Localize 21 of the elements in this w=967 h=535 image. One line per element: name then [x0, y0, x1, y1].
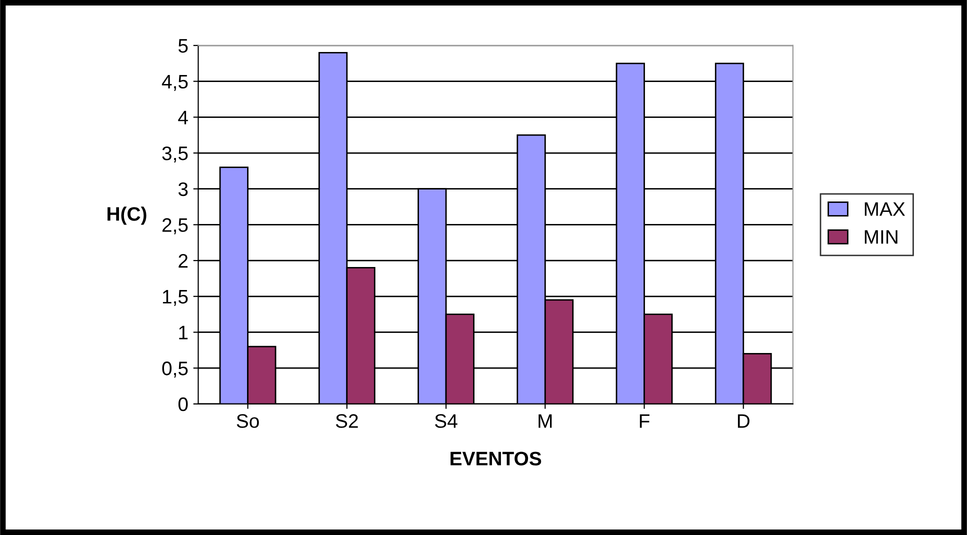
y-tick-label: 3 — [178, 182, 188, 196]
y-tick-label: 4,5 — [162, 74, 188, 91]
y-tick-label: 0 — [178, 397, 188, 412]
x-tick-label: M — [538, 414, 552, 428]
legend-label: MAX — [864, 202, 906, 216]
legend-label: MIN — [864, 230, 898, 244]
y-tick-label: 4 — [178, 110, 188, 124]
x-axis-title: EVENTOS — [450, 452, 542, 466]
x-tick-label: S2 — [336, 414, 358, 428]
y-tick-label: 0,5 — [162, 362, 188, 378]
y-tick-label: 5 — [178, 39, 188, 53]
y-tick-label: 1 — [179, 326, 188, 340]
x-tick-label: F — [640, 414, 650, 428]
x-tick-label: D — [738, 414, 750, 428]
x-tick-label: S4 — [435, 414, 458, 428]
x-tick-label: So — [236, 414, 259, 428]
y-axis-title: H(C) — [108, 206, 146, 225]
y-tick-label: 2 — [178, 254, 188, 268]
y-tick-label: 2,5 — [162, 218, 188, 234]
y-tick-label: 3,5 — [162, 146, 188, 163]
y-tick-label: 1,5 — [162, 290, 188, 306]
